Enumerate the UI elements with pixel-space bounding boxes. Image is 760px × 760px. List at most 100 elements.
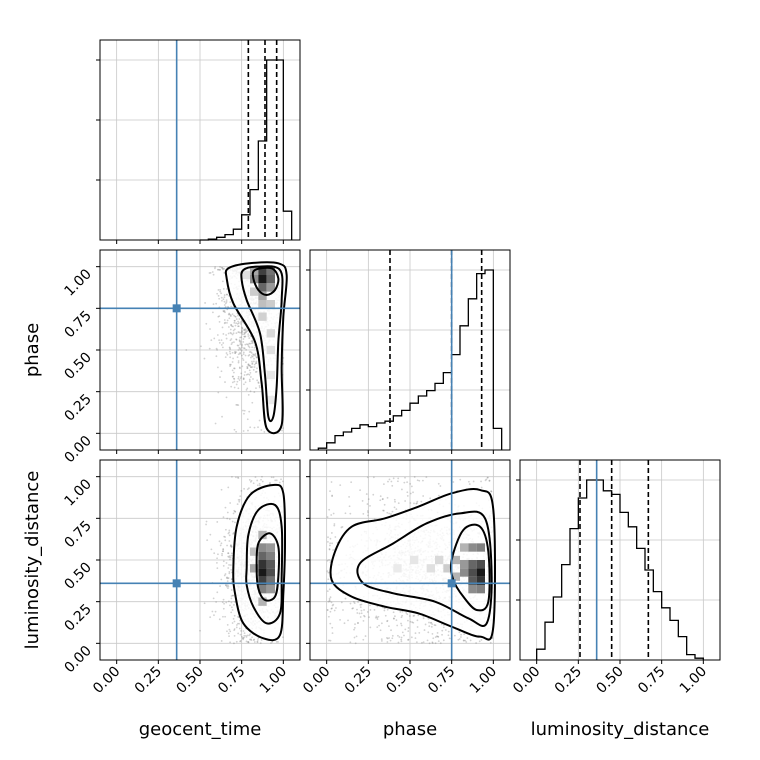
sample-point: [340, 601, 343, 604]
sample-point: [236, 503, 239, 506]
sample-point: [329, 537, 332, 540]
sample-point: [221, 415, 223, 418]
sample-point: [229, 356, 232, 359]
sample-point: [365, 493, 368, 495]
sample-point: [212, 273, 215, 276]
sample-point: [239, 367, 241, 370]
sample-point: [404, 500, 407, 502]
sample-point: [225, 584, 227, 586]
sample-point: [248, 346, 251, 349]
sample-point: [236, 380, 239, 383]
sample-point: [239, 377, 242, 380]
sample-point: [241, 331, 244, 334]
sample-point: [253, 391, 256, 393]
sample-point: [231, 369, 234, 372]
sample-point: [335, 607, 337, 609]
sample-point: [218, 341, 221, 344]
density-cell: [468, 560, 477, 569]
sample-point: [217, 315, 220, 318]
sample-point: [217, 268, 220, 271]
sample-point: [230, 332, 233, 335]
sample-point: [245, 636, 248, 638]
sample-point: [232, 357, 234, 360]
sample-point: [200, 345, 202, 348]
sample-point: [360, 603, 363, 606]
sample-point: [271, 641, 274, 643]
sample-point: [418, 479, 421, 482]
sample-point: [468, 483, 471, 485]
sample-point: [204, 302, 206, 304]
sample-point: [239, 341, 242, 344]
sample-point: [235, 640, 238, 643]
sample-point: [244, 331, 247, 334]
sample-point: [353, 636, 356, 639]
sample-point: [255, 387, 257, 390]
sample-point: [237, 325, 239, 328]
sample-point: [229, 331, 232, 334]
sample-point: [237, 320, 239, 323]
sample-point: [220, 343, 223, 346]
sample-point: [275, 640, 278, 643]
sample-point: [332, 512, 335, 515]
sample-point: [235, 430, 238, 433]
sample-point: [248, 373, 251, 376]
x-axis-labels: geocent_time phase luminosity_distance: [139, 719, 710, 740]
sample-point: [250, 638, 252, 641]
sample-point: [368, 616, 370, 619]
sample-point: [234, 510, 236, 513]
sample-point: [255, 362, 258, 364]
sample-point: [242, 341, 245, 343]
sample-point: [249, 376, 252, 378]
sample-point: [392, 611, 395, 614]
sample-point: [233, 328, 236, 331]
sample-point: [223, 294, 226, 296]
density-cell: [250, 287, 259, 296]
sample-point: [230, 324, 232, 327]
sample-point: [330, 601, 333, 604]
sample-point: [467, 480, 470, 483]
sample-point: [458, 631, 461, 634]
sample-point: [380, 638, 383, 641]
sample-point: [226, 580, 229, 582]
sample-point: [376, 618, 379, 621]
sample-point: [212, 303, 215, 306]
sample-point: [415, 641, 418, 644]
y-tick-label: 1.00: [61, 266, 94, 299]
density-cell: [266, 576, 275, 585]
sample-point: [223, 322, 226, 325]
sample-point: [225, 584, 227, 587]
sample-point: [255, 370, 258, 373]
sample-point: [326, 590, 329, 593]
sample-point: [247, 641, 250, 643]
sample-point: [235, 322, 238, 325]
sample-point: [413, 614, 416, 617]
sample-point: [226, 623, 229, 626]
sample-point: [367, 498, 370, 501]
sample-point: [426, 639, 429, 642]
sample-point: [242, 630, 245, 632]
sample-point: [229, 348, 232, 351]
y-tick-label: 0.50: [61, 350, 94, 383]
sample-point: [237, 344, 240, 347]
sample-point: [241, 330, 243, 333]
sample-point: [247, 354, 250, 357]
sample-point: [428, 642, 431, 645]
sample-point: [231, 375, 234, 378]
sample-point: [223, 319, 226, 321]
sample-point: [369, 626, 372, 629]
density-cell: [258, 543, 267, 552]
sample-point: [391, 510, 394, 513]
sample-point: [437, 494, 440, 497]
sample-point: [395, 619, 398, 622]
sample-point: [328, 559, 330, 561]
sample-point: [232, 604, 235, 606]
sample-point: [416, 500, 419, 503]
sample-point: [240, 635, 243, 638]
sample-point: [397, 502, 400, 505]
sample-point: [221, 280, 224, 283]
sample-point: [224, 506, 227, 509]
sample-point: [480, 480, 482, 483]
sample-point: [412, 615, 415, 617]
sample-point: [403, 634, 405, 637]
sample-point: [226, 322, 228, 324]
